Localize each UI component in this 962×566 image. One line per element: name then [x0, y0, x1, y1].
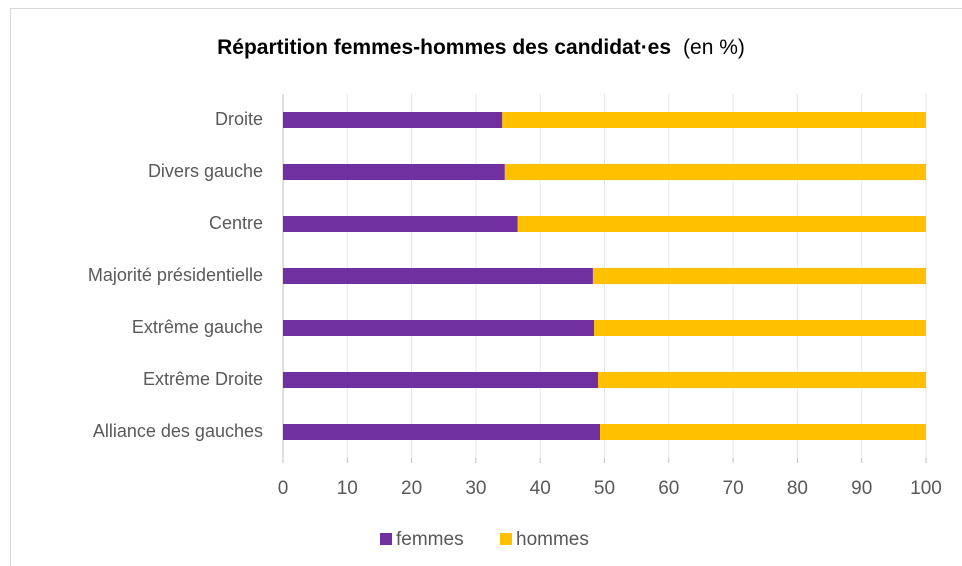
bar	[283, 164, 505, 180]
x-tick-label: 40	[530, 478, 551, 499]
x-tick-label: 90	[851, 478, 872, 499]
y-tick-label: Majorité présidentielle	[88, 265, 263, 285]
legend-label: hommes	[516, 529, 589, 550]
y-tick-label: Extrême gauche	[132, 317, 263, 337]
bar	[502, 112, 926, 128]
y-tick-label: Extrême Droite	[143, 369, 263, 389]
x-tick-label: 50	[594, 478, 615, 499]
y-tick-label: Alliance des gauches	[93, 421, 263, 441]
bar	[517, 216, 926, 232]
title-group: Répartition femmes-hommes des candidat·e…	[217, 36, 745, 59]
bar	[599, 424, 926, 440]
bar	[504, 164, 926, 180]
x-tick-label: 30	[465, 478, 486, 499]
legend-swatch	[380, 533, 392, 545]
y-tick-label: Centre	[209, 213, 263, 233]
bar	[283, 372, 599, 388]
chart-title: Répartition femmes-hommes des candidat·e…	[217, 36, 671, 59]
bar	[283, 216, 518, 232]
x-tick-label: 60	[658, 478, 679, 499]
y-tick-label: Divers gauche	[148, 161, 263, 181]
x-tick-label: 20	[401, 478, 422, 499]
bar	[592, 268, 926, 284]
bar	[283, 320, 595, 336]
bar	[594, 320, 926, 336]
legend-label: femmes	[396, 529, 464, 550]
chart-subtitle: (en %)	[683, 36, 745, 59]
x-tick-label: 70	[723, 478, 744, 499]
y-tick-label: Droite	[215, 109, 263, 129]
legend-swatch	[500, 533, 512, 545]
x-tick-label: 100	[910, 478, 942, 499]
chart-border	[10, 8, 962, 566]
x-tick-label: 0	[278, 478, 289, 499]
bar	[283, 268, 593, 284]
bar	[283, 112, 503, 128]
x-tick-label: 10	[337, 478, 358, 499]
x-tick-label: 80	[787, 478, 808, 499]
bar	[598, 372, 926, 388]
bar	[283, 424, 600, 440]
